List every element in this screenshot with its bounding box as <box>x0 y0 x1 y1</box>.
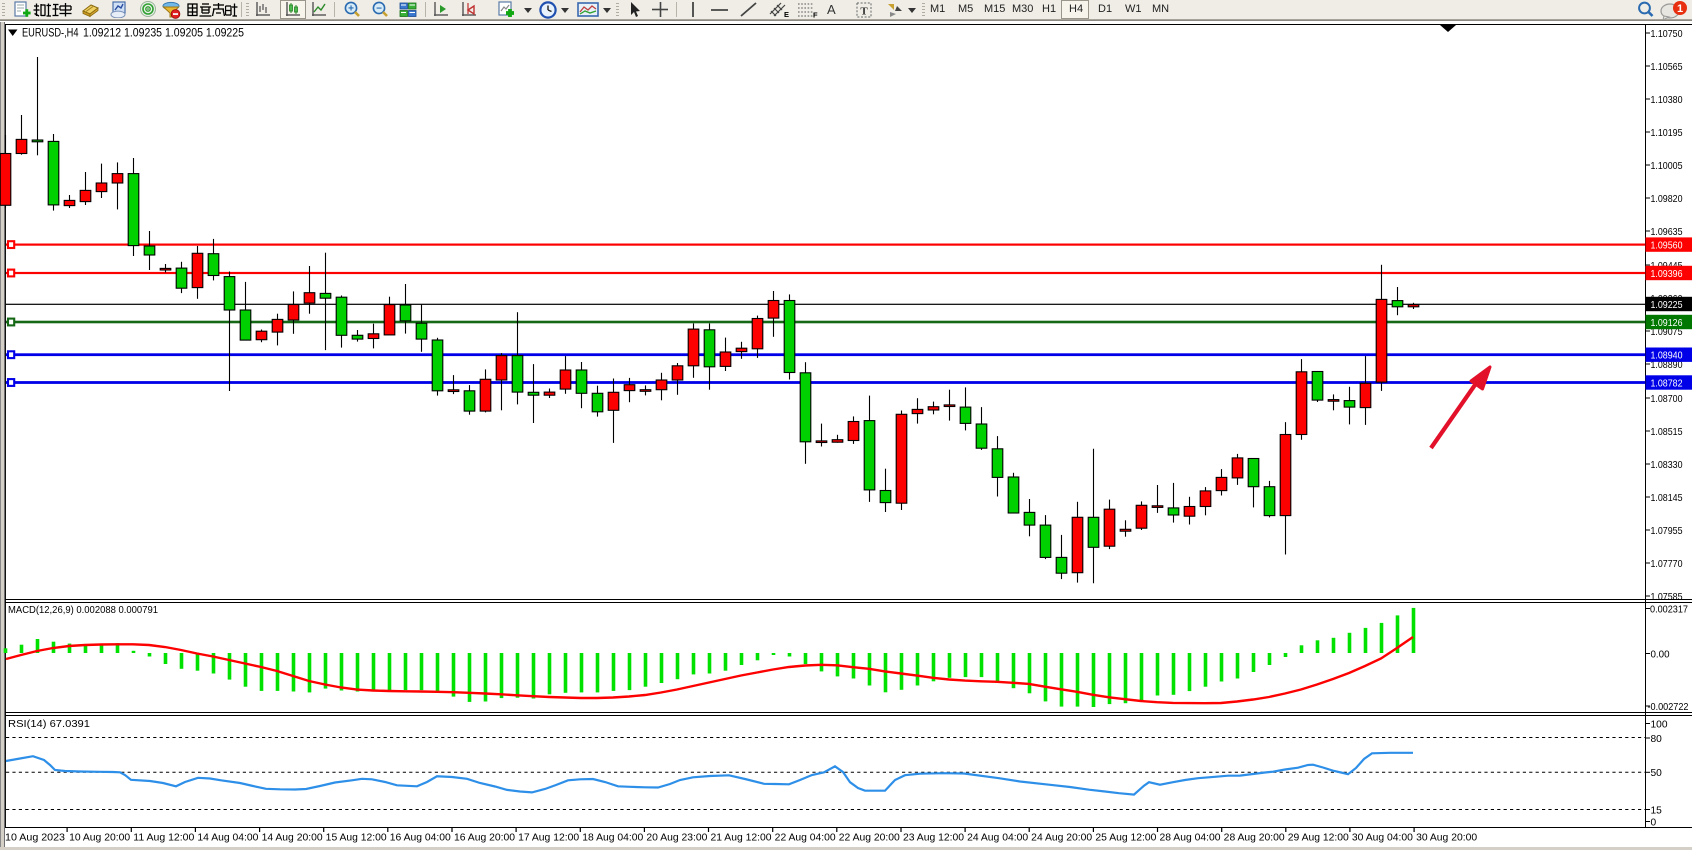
svg-text:1.09560: 1.09560 <box>1651 241 1683 252</box>
svg-text:23 Aug 12:00: 23 Aug 12:00 <box>903 833 964 844</box>
svg-text:24 Aug 04:00: 24 Aug 04:00 <box>967 833 1028 844</box>
svg-text:+: + <box>348 4 354 15</box>
svg-text:E: E <box>784 10 789 19</box>
svg-text:1.09820: 1.09820 <box>1651 194 1683 205</box>
svg-text:1.08890: 1.08890 <box>1651 360 1683 371</box>
svg-text:MACD(12,26,9) 0.002088 0.00079: MACD(12,26,9) 0.002088 0.000791 <box>8 604 158 616</box>
svg-text:1.08782: 1.08782 <box>1651 379 1683 390</box>
svg-text:18 Aug 04:00: 18 Aug 04:00 <box>582 833 643 844</box>
svg-text:1.08145: 1.08145 <box>1651 493 1683 504</box>
svg-text:100: 100 <box>1651 719 1668 730</box>
svg-text:1.10380: 1.10380 <box>1651 95 1683 106</box>
svg-text:1.10750: 1.10750 <box>1651 29 1683 40</box>
svg-text:15 Aug 12:00: 15 Aug 12:00 <box>326 833 387 844</box>
svg-text:17 Aug 12:00: 17 Aug 12:00 <box>518 833 579 844</box>
svg-text:10 Aug 2023: 10 Aug 2023 <box>5 833 65 844</box>
svg-text:14 Aug 20:00: 14 Aug 20:00 <box>262 833 323 844</box>
svg-text:1.07955: 1.07955 <box>1651 526 1683 537</box>
svg-text:0.002317: 0.002317 <box>1650 604 1688 615</box>
svg-text:50: 50 <box>1651 768 1663 779</box>
svg-text:30 Aug 20:00: 30 Aug 20:00 <box>1416 833 1477 844</box>
svg-text:−: − <box>376 4 382 15</box>
svg-text:28 Aug 20:00: 28 Aug 20:00 <box>1224 833 1285 844</box>
svg-text:1.09126: 1.09126 <box>1651 318 1683 329</box>
svg-text:1.09225: 1.09225 <box>1651 300 1683 311</box>
svg-text:30 Aug 04:00: 30 Aug 04:00 <box>1352 833 1413 844</box>
svg-text:24 Aug 20:00: 24 Aug 20:00 <box>1031 833 1092 844</box>
svg-text:80: 80 <box>1651 734 1663 745</box>
svg-text:T: T <box>860 6 868 18</box>
svg-text:16 Aug 20:00: 16 Aug 20:00 <box>454 833 515 844</box>
svg-text:22 Aug 04:00: 22 Aug 04:00 <box>775 833 836 844</box>
svg-text:1.10565: 1.10565 <box>1651 62 1683 73</box>
svg-text:0: 0 <box>1651 817 1657 828</box>
svg-text:15: 15 <box>1651 805 1663 816</box>
svg-text:EURUSD-,H4: EURUSD-,H4 <box>22 28 79 40</box>
svg-text:1.10005: 1.10005 <box>1651 161 1683 172</box>
svg-text:RSI(14) 67.0391: RSI(14) 67.0391 <box>8 718 90 730</box>
svg-text:-0.002722: -0.002722 <box>1648 702 1689 713</box>
svg-text:28 Aug 04:00: 28 Aug 04:00 <box>1160 833 1221 844</box>
svg-text:1.09396: 1.09396 <box>1651 269 1683 280</box>
svg-text:1.09212 1.09235 1.09205 1.0922: 1.09212 1.09235 1.09205 1.09225 <box>83 28 244 40</box>
svg-text:22 Aug 20:00: 22 Aug 20:00 <box>839 833 900 844</box>
svg-text:1.07585: 1.07585 <box>1651 592 1683 603</box>
svg-text:11 Aug 12:00: 11 Aug 12:00 <box>133 833 194 844</box>
svg-text:14 Aug 04:00: 14 Aug 04:00 <box>197 833 258 844</box>
svg-text:1.08940: 1.08940 <box>1651 351 1683 362</box>
svg-text:F: F <box>813 11 818 20</box>
svg-text:1.09635: 1.09635 <box>1651 227 1683 238</box>
svg-text:1: 1 <box>1677 3 1683 15</box>
svg-text:1.07770: 1.07770 <box>1651 559 1683 570</box>
svg-text:10 Aug 20:00: 10 Aug 20:00 <box>69 833 130 844</box>
svg-text:16 Aug 04:00: 16 Aug 04:00 <box>390 833 451 844</box>
svg-text:25 Aug 12:00: 25 Aug 12:00 <box>1095 833 1156 844</box>
svg-text:1.08330: 1.08330 <box>1651 460 1683 471</box>
svg-text:1.10195: 1.10195 <box>1651 128 1683 139</box>
svg-text:21 Aug 12:00: 21 Aug 12:00 <box>711 833 772 844</box>
svg-text:1.09075: 1.09075 <box>1651 327 1683 338</box>
svg-text:20 Aug 23:00: 20 Aug 23:00 <box>646 833 707 844</box>
svg-text:0.00: 0.00 <box>1651 649 1670 660</box>
svg-text:1.08515: 1.08515 <box>1651 427 1683 438</box>
svg-text:29 Aug 12:00: 29 Aug 12:00 <box>1288 833 1349 844</box>
svg-text:1.08700: 1.08700 <box>1651 394 1683 405</box>
